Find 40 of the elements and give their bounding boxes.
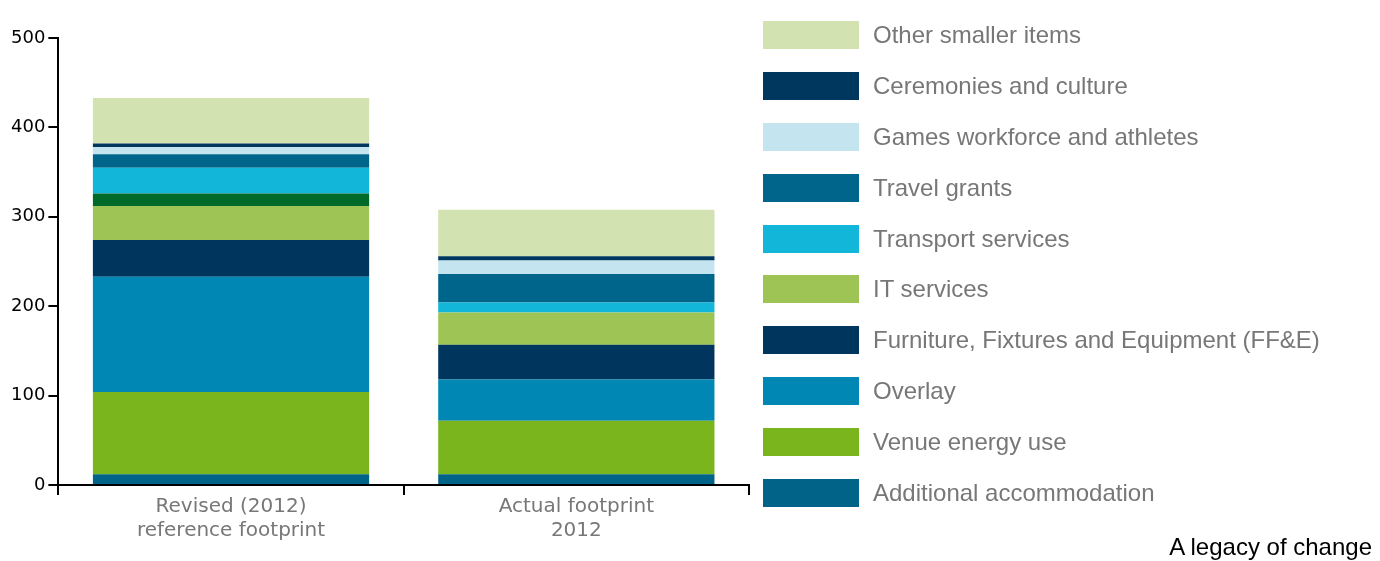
- legend-label: IT services: [873, 275, 989, 304]
- bar: [438, 379, 715, 421]
- bar: [92, 154, 370, 168]
- legend-label: Travel grants: [873, 173, 1013, 202]
- legend-label: Transport services: [873, 224, 1070, 253]
- bar: [438, 420, 715, 475]
- y-tick-label: 500: [11, 25, 46, 47]
- legend-label: Games workforce and athletes: [873, 122, 1199, 151]
- bar: [438, 302, 715, 313]
- y-tick-label: 0: [33, 472, 46, 494]
- bar: [92, 147, 370, 155]
- bar: [92, 143, 370, 148]
- bar: [438, 260, 715, 275]
- legend-label: Other smaller items: [873, 21, 1082, 50]
- bar: [438, 209, 715, 257]
- legend-label: Overlay: [873, 376, 956, 405]
- y-tick-label: 200: [11, 293, 46, 315]
- legend-label: Venue energy use: [873, 427, 1067, 456]
- bar: [438, 312, 715, 345]
- bar: [438, 274, 715, 303]
- bar: [92, 392, 370, 475]
- bar: [92, 474, 370, 484]
- bar: [92, 240, 370, 277]
- bar: [92, 276, 370, 393]
- x-tick-label: Actual footprint 2012: [498, 493, 655, 542]
- text: A legacy of change: [1169, 533, 1372, 561]
- bar: [438, 256, 715, 261]
- bar: [438, 474, 715, 484]
- bar: [92, 167, 370, 194]
- bar: [438, 344, 715, 380]
- y-tick-label: 100: [11, 383, 46, 405]
- legend-label: Ceremonies and culture: [873, 72, 1128, 101]
- x-tick-label: Revised (2012) reference footprint: [136, 493, 326, 542]
- bar: [92, 206, 370, 241]
- y-tick-label: 400: [11, 115, 46, 137]
- bar: [92, 193, 370, 207]
- bar: [92, 97, 370, 144]
- legend-label: Additional accommodation: [873, 478, 1155, 507]
- y-tick-label: 300: [11, 204, 46, 226]
- legend-label: Furniture, Fixtures and Equipment (FF&E): [873, 326, 1320, 355]
